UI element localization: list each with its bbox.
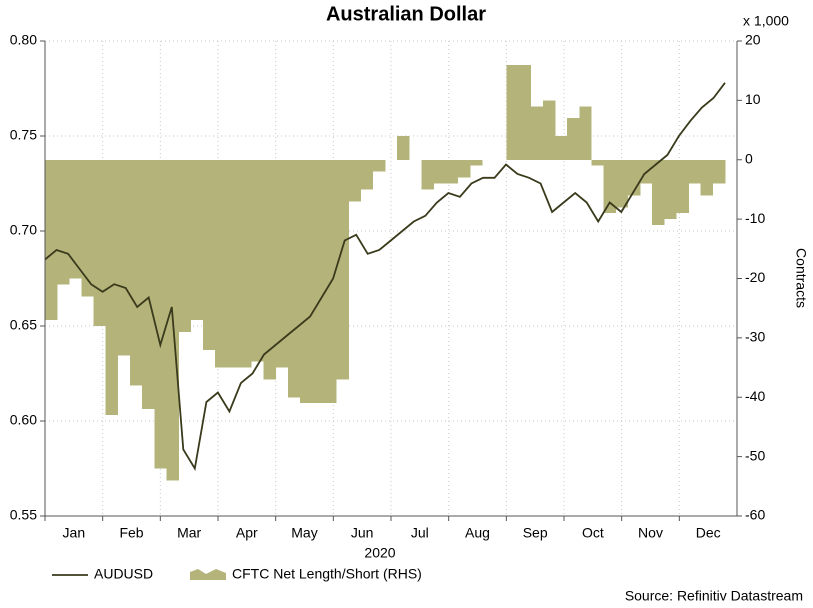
area-step xyxy=(287,159,301,398)
area-step xyxy=(275,159,289,368)
area-step xyxy=(117,159,131,356)
y2-tick-label: 10 xyxy=(745,91,761,107)
area-step xyxy=(542,100,556,160)
area-step xyxy=(57,159,70,285)
line xyxy=(44,82,726,472)
area-step xyxy=(421,159,434,190)
legend-label: AUDUSD xyxy=(94,566,153,582)
area-step xyxy=(312,159,325,404)
x-tick-label: Jan xyxy=(63,525,86,541)
x-tick-label: Mar xyxy=(177,525,201,541)
area-step xyxy=(81,159,94,297)
y-tick-label: 0.80 xyxy=(10,32,37,48)
area-step xyxy=(591,159,604,166)
area-step xyxy=(433,159,447,184)
y2-tick-label: -60 xyxy=(745,507,765,523)
x-tick-label: Apr xyxy=(236,525,258,541)
y2-tick-label: -20 xyxy=(745,269,765,285)
area-step xyxy=(239,159,252,368)
x-tick-label: Sep xyxy=(523,525,548,541)
legend-label: CFTC Net Length/Short (RHS) xyxy=(232,566,422,582)
x-tick-label: Feb xyxy=(119,525,143,541)
area-step xyxy=(336,159,349,380)
y-tick-label: 0.70 xyxy=(10,222,37,238)
y2-tick-label: -40 xyxy=(745,388,765,404)
x-axis-label: 2020 xyxy=(364,545,395,561)
y-tick-label: 0.65 xyxy=(10,317,37,333)
legend-swatch xyxy=(190,569,226,580)
area-step xyxy=(397,136,410,160)
area-step xyxy=(603,159,617,214)
area-step xyxy=(579,106,592,160)
area-step xyxy=(130,159,143,386)
area-step xyxy=(688,159,702,184)
area-step xyxy=(93,159,107,326)
x-tick-label: May xyxy=(291,525,317,541)
area-step xyxy=(506,64,519,160)
x-tick-label: Jul xyxy=(411,525,429,541)
area-step xyxy=(190,159,204,321)
y2-tick-label: -10 xyxy=(745,210,765,226)
area-step xyxy=(530,106,544,160)
area-step xyxy=(518,64,532,160)
area-step xyxy=(215,159,228,368)
y-tick-label: 0.75 xyxy=(10,127,37,143)
y2-axis-label: Contracts xyxy=(793,248,809,308)
area-step xyxy=(154,159,167,469)
source: Source: Refinitiv Datastream xyxy=(625,588,803,604)
y2-unit: x 1,000 xyxy=(743,13,789,29)
area-step xyxy=(202,159,216,350)
area-step xyxy=(445,159,459,184)
area-step xyxy=(69,159,82,279)
area-step xyxy=(105,159,119,416)
area-step xyxy=(251,159,264,362)
area-step xyxy=(676,159,689,214)
area-step xyxy=(360,159,374,190)
x-tick-label: Dec xyxy=(696,525,721,541)
x-tick-label: Aug xyxy=(465,525,490,541)
area-step xyxy=(652,159,665,226)
area-step xyxy=(615,159,629,208)
y2-tick-label: 20 xyxy=(745,32,761,48)
x-tick-label: Jun xyxy=(351,525,374,541)
area-step xyxy=(348,159,362,202)
x-tick-label: Oct xyxy=(582,525,604,541)
y-tick-label: 0.60 xyxy=(10,412,37,428)
area-step xyxy=(555,136,568,160)
area-step xyxy=(263,159,277,380)
area-step xyxy=(712,159,726,184)
y2-tick-label: -50 xyxy=(745,447,765,463)
y2-tick-label: 0 xyxy=(745,150,753,166)
y2-tick-label: -30 xyxy=(745,329,765,345)
area-step xyxy=(470,159,483,166)
area-step xyxy=(178,159,192,332)
area-step xyxy=(700,159,714,196)
area-step xyxy=(45,159,58,321)
area-step xyxy=(372,159,386,172)
x-tick-label: Nov xyxy=(638,525,663,541)
area-step xyxy=(300,159,313,404)
chart-title: Australian Dollar xyxy=(326,3,486,25)
area-step xyxy=(142,159,155,410)
area-step xyxy=(567,118,580,160)
area-step xyxy=(664,159,677,220)
area-step xyxy=(457,159,471,178)
area-step xyxy=(227,159,240,368)
y-tick-label: 0.55 xyxy=(10,507,37,523)
